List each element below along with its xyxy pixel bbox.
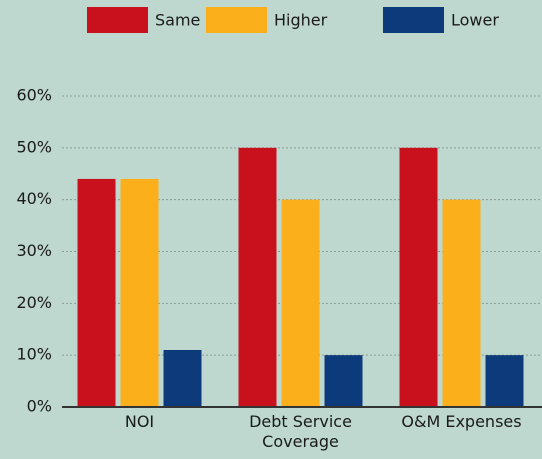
bar bbox=[324, 355, 363, 407]
legend-label: Same bbox=[155, 11, 200, 30]
x-tick-label: O&M Expenses bbox=[401, 412, 522, 431]
y-tick-label: 40% bbox=[16, 189, 52, 208]
bar bbox=[77, 178, 116, 407]
bar bbox=[281, 199, 320, 407]
legend-swatch bbox=[383, 7, 444, 33]
y-tick-label: 30% bbox=[16, 241, 52, 260]
y-tick-label: 20% bbox=[16, 293, 52, 312]
x-tick-label: NOI bbox=[124, 412, 155, 431]
legend-label: Lower bbox=[451, 11, 499, 30]
x-tick-label: Debt Service Coverage bbox=[249, 412, 352, 451]
bar bbox=[442, 199, 481, 407]
legend-swatch bbox=[87, 7, 148, 33]
legend-label: Higher bbox=[274, 11, 328, 30]
y-tick-label: 0% bbox=[27, 397, 52, 416]
legend-swatch bbox=[206, 7, 267, 33]
bar bbox=[163, 349, 202, 407]
y-tick-label: 10% bbox=[16, 345, 52, 364]
bar bbox=[120, 178, 159, 407]
bar bbox=[399, 147, 438, 408]
bar bbox=[485, 355, 524, 407]
bar bbox=[238, 147, 277, 408]
y-tick-label: 60% bbox=[16, 86, 52, 105]
y-tick-label: 50% bbox=[16, 137, 52, 156]
